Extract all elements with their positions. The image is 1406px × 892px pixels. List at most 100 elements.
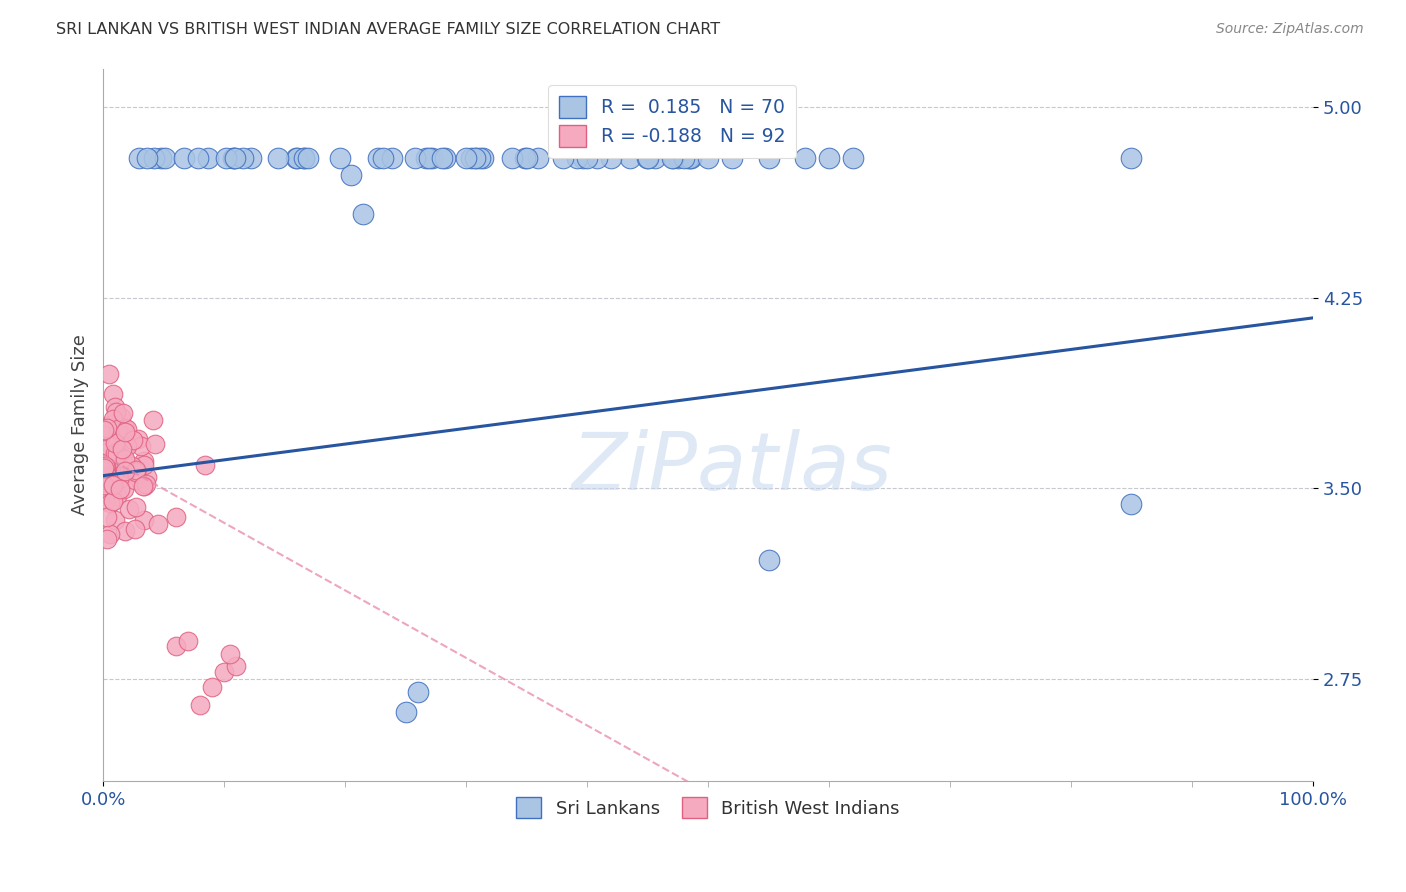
Point <box>381 151 404 165</box>
Point <box>136 151 159 165</box>
Point <box>132 453 155 467</box>
Point <box>567 151 589 165</box>
Point <box>103 446 125 460</box>
Point <box>142 413 165 427</box>
Point <box>340 169 363 183</box>
Point <box>121 434 143 448</box>
Point <box>394 706 416 720</box>
Point <box>793 151 815 165</box>
Point <box>679 151 702 165</box>
Text: ZiPatlas: ZiPatlas <box>572 428 893 507</box>
Point <box>114 452 136 467</box>
Point <box>114 524 136 538</box>
Point <box>225 659 247 673</box>
Point <box>661 151 683 165</box>
Point <box>93 461 115 475</box>
Point <box>96 533 118 547</box>
Point <box>93 478 115 492</box>
Point <box>100 477 122 491</box>
Point <box>105 456 128 470</box>
Point <box>219 647 242 661</box>
Point <box>105 447 128 461</box>
Point <box>121 459 143 474</box>
Point <box>100 466 122 480</box>
Point <box>576 151 599 165</box>
Point <box>104 400 127 414</box>
Point <box>501 151 523 165</box>
Text: Source: ZipAtlas.com: Source: ZipAtlas.com <box>1216 22 1364 37</box>
Point <box>108 467 131 481</box>
Point <box>131 439 153 453</box>
Point <box>758 151 780 165</box>
Point <box>637 151 659 165</box>
Point <box>666 151 689 165</box>
Point <box>404 151 426 165</box>
Point <box>676 151 699 165</box>
Point <box>721 151 744 165</box>
Point <box>135 476 157 491</box>
Point <box>114 464 136 478</box>
Point <box>148 517 170 532</box>
Point <box>285 151 308 165</box>
Point <box>471 151 494 165</box>
Point <box>96 468 118 483</box>
Legend: Sri Lankans, British West Indians: Sri Lankans, British West Indians <box>509 790 907 825</box>
Point <box>105 490 128 504</box>
Point <box>105 405 128 419</box>
Point <box>94 459 117 474</box>
Point <box>132 479 155 493</box>
Point <box>96 460 118 475</box>
Point <box>599 151 621 165</box>
Point <box>842 151 865 165</box>
Point <box>433 151 456 165</box>
Point <box>1121 497 1143 511</box>
Point <box>105 444 128 458</box>
Point <box>173 151 195 165</box>
Point <box>94 494 117 508</box>
Point <box>101 494 124 508</box>
Point <box>93 423 115 437</box>
Point <box>224 151 246 165</box>
Point <box>125 467 148 481</box>
Point <box>112 482 135 496</box>
Point <box>292 151 315 165</box>
Y-axis label: Average Family Size: Average Family Size <box>72 334 89 516</box>
Point <box>114 420 136 434</box>
Point <box>636 151 658 165</box>
Point <box>118 460 141 475</box>
Point <box>619 151 641 165</box>
Point <box>465 151 488 165</box>
Point <box>239 151 262 165</box>
Point <box>111 442 134 456</box>
Point <box>572 151 595 165</box>
Point <box>697 151 720 165</box>
Point <box>124 521 146 535</box>
Point <box>132 513 155 527</box>
Point <box>662 151 685 165</box>
Point <box>420 151 443 165</box>
Point <box>297 151 319 165</box>
Point <box>551 151 574 165</box>
Point <box>468 151 491 165</box>
Point <box>527 151 550 165</box>
Point <box>96 421 118 435</box>
Point <box>454 151 477 165</box>
Point <box>430 151 453 165</box>
Point <box>117 502 139 516</box>
Point <box>136 470 159 484</box>
Point <box>585 151 607 165</box>
Point <box>188 698 211 712</box>
Point <box>415 151 437 165</box>
Point <box>513 151 536 165</box>
Point <box>143 151 166 165</box>
Point <box>516 151 538 165</box>
Point <box>104 436 127 450</box>
Point <box>93 478 115 492</box>
Point <box>818 151 841 165</box>
Point <box>115 439 138 453</box>
Point <box>165 510 187 524</box>
Point <box>406 685 429 699</box>
Point <box>463 151 485 165</box>
Point <box>367 151 389 165</box>
Point <box>94 459 117 474</box>
